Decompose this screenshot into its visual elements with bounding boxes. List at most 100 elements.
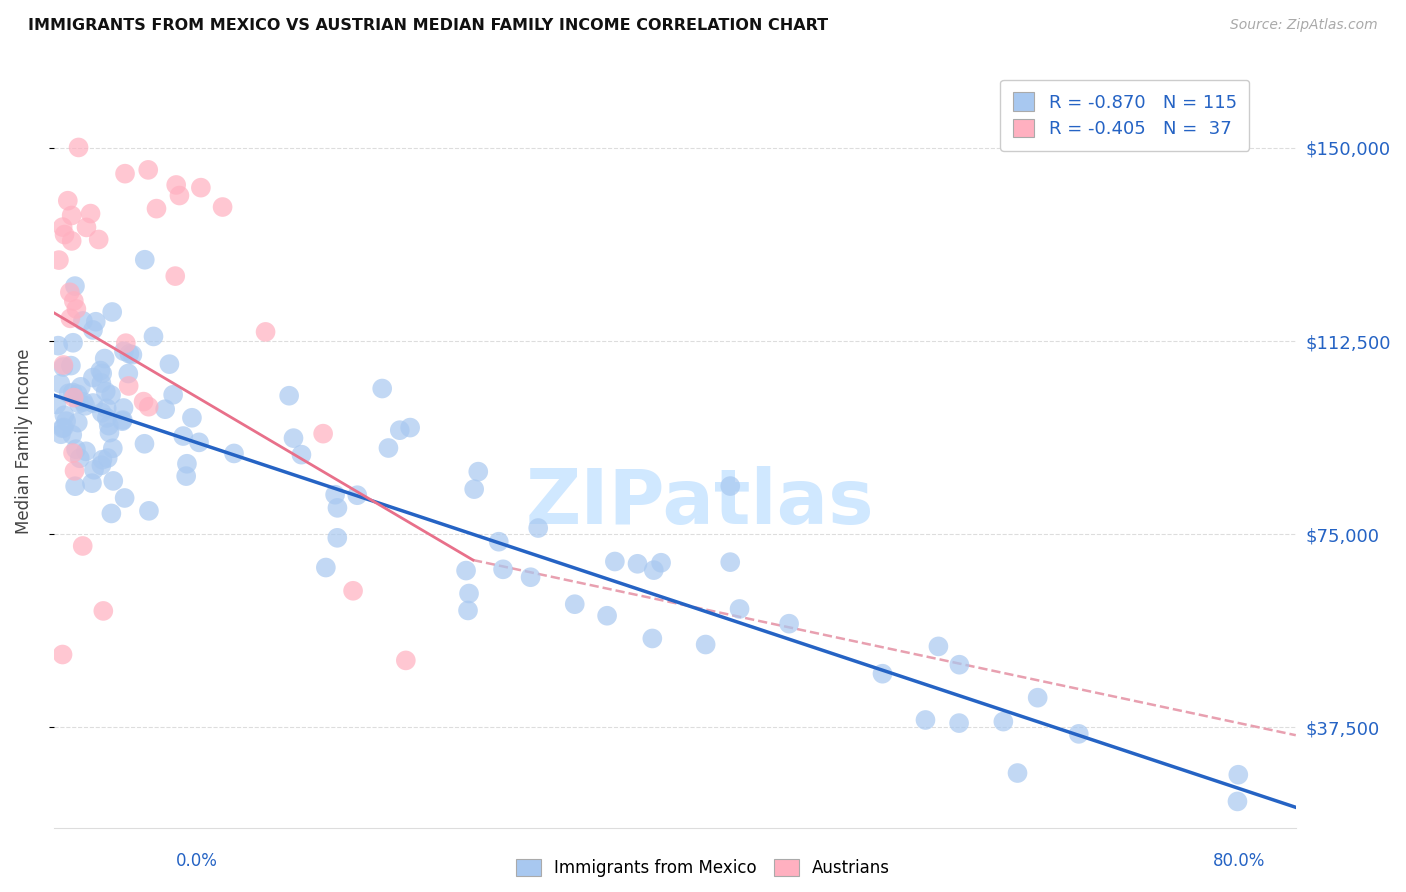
Point bbox=[69, 451, 91, 466]
Point bbox=[927, 640, 949, 654]
Point bbox=[564, 597, 586, 611]
Point bbox=[993, 714, 1015, 729]
Point bbox=[49, 376, 72, 391]
Text: 80.0%: 80.0% bbox=[1213, 852, 1265, 870]
Point bbox=[718, 479, 741, 493]
Point bbox=[399, 420, 422, 434]
Point bbox=[176, 457, 198, 471]
Point bbox=[395, 653, 418, 667]
Point bbox=[48, 253, 70, 268]
Point bbox=[52, 359, 75, 374]
Point bbox=[346, 488, 368, 502]
Point bbox=[51, 648, 73, 662]
Point bbox=[72, 314, 94, 328]
Point bbox=[115, 336, 138, 351]
Point bbox=[52, 220, 75, 235]
Point bbox=[58, 386, 80, 401]
Point bbox=[117, 367, 139, 381]
Point bbox=[312, 426, 335, 441]
Point bbox=[59, 359, 82, 373]
Point bbox=[67, 140, 90, 154]
Point bbox=[97, 451, 120, 466]
Point bbox=[80, 476, 103, 491]
Point bbox=[1227, 768, 1250, 782]
Point bbox=[63, 293, 86, 308]
Point bbox=[55, 414, 77, 428]
Point bbox=[89, 363, 111, 377]
Point bbox=[290, 448, 312, 462]
Point bbox=[872, 666, 894, 681]
Text: Source: ZipAtlas.com: Source: ZipAtlas.com bbox=[1230, 18, 1378, 32]
Point bbox=[134, 437, 156, 451]
Point bbox=[136, 162, 159, 177]
Point bbox=[527, 521, 550, 535]
Point bbox=[53, 227, 76, 242]
Text: IMMIGRANTS FROM MEXICO VS AUSTRIAN MEDIAN FAMILY INCOME CORRELATION CHART: IMMIGRANTS FROM MEXICO VS AUSTRIAN MEDIA… bbox=[28, 18, 828, 33]
Point bbox=[138, 400, 160, 414]
Point bbox=[467, 465, 489, 479]
Point bbox=[51, 421, 73, 435]
Point bbox=[254, 325, 277, 339]
Point bbox=[79, 206, 101, 220]
Point bbox=[75, 444, 97, 458]
Point bbox=[222, 446, 245, 460]
Point bbox=[53, 409, 76, 423]
Point bbox=[603, 554, 626, 568]
Point bbox=[62, 446, 84, 460]
Point bbox=[72, 539, 94, 553]
Point bbox=[45, 397, 67, 411]
Point bbox=[56, 194, 79, 208]
Point bbox=[718, 555, 741, 569]
Point bbox=[134, 252, 156, 267]
Point bbox=[626, 557, 648, 571]
Point bbox=[145, 202, 167, 216]
Point bbox=[63, 464, 86, 478]
Point bbox=[67, 396, 90, 410]
Point bbox=[153, 402, 176, 417]
Point bbox=[695, 638, 717, 652]
Point bbox=[181, 410, 204, 425]
Point bbox=[211, 200, 233, 214]
Legend: Immigrants from Mexico, Austrians: Immigrants from Mexico, Austrians bbox=[509, 852, 897, 884]
Point bbox=[728, 602, 751, 616]
Point bbox=[63, 479, 86, 493]
Point bbox=[90, 458, 112, 473]
Point bbox=[371, 382, 394, 396]
Point bbox=[93, 351, 115, 366]
Point bbox=[377, 441, 399, 455]
Text: ZIPatlas: ZIPatlas bbox=[526, 467, 875, 541]
Point bbox=[66, 387, 89, 401]
Point bbox=[650, 556, 672, 570]
Point bbox=[72, 395, 94, 409]
Point bbox=[46, 338, 69, 352]
Point bbox=[82, 370, 104, 384]
Point bbox=[97, 418, 120, 433]
Point bbox=[66, 416, 89, 430]
Point bbox=[492, 562, 515, 576]
Point bbox=[60, 427, 83, 442]
Point bbox=[60, 234, 83, 248]
Point bbox=[948, 657, 970, 672]
Point bbox=[84, 315, 107, 329]
Point bbox=[62, 335, 84, 350]
Point bbox=[914, 713, 936, 727]
Point bbox=[90, 376, 112, 390]
Point bbox=[162, 388, 184, 402]
Point bbox=[118, 347, 141, 361]
Point bbox=[948, 716, 970, 731]
Point bbox=[596, 608, 619, 623]
Point bbox=[91, 452, 114, 467]
Point bbox=[62, 391, 84, 405]
Point bbox=[138, 504, 160, 518]
Point bbox=[90, 406, 112, 420]
Point bbox=[326, 500, 349, 515]
Point bbox=[190, 180, 212, 194]
Point bbox=[98, 425, 121, 440]
Point bbox=[165, 269, 187, 284]
Point bbox=[169, 188, 191, 202]
Point bbox=[82, 396, 104, 410]
Point bbox=[69, 380, 91, 394]
Point bbox=[94, 384, 117, 399]
Point bbox=[75, 399, 97, 413]
Point bbox=[101, 442, 124, 456]
